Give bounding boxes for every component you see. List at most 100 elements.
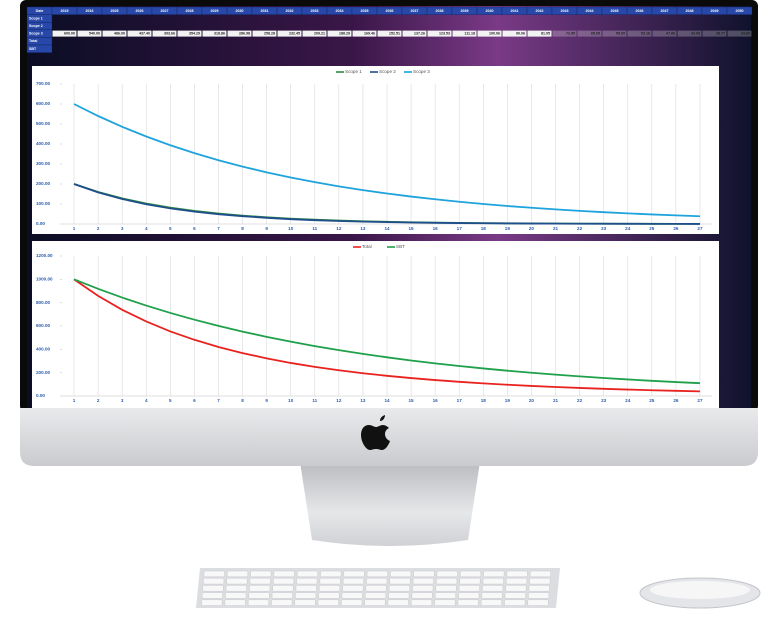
key <box>529 578 551 585</box>
key <box>319 585 340 592</box>
cell-text: 152.51 <box>389 32 400 36</box>
x-tick-label: 24 <box>625 226 631 231</box>
key <box>202 585 224 592</box>
cell <box>52 30 77 37</box>
key <box>319 578 341 585</box>
x-tick-label: 6 <box>193 226 196 231</box>
x-tick-label: 5 <box>169 226 172 231</box>
key <box>458 585 480 592</box>
x-tick-label: 21 <box>553 398 559 403</box>
x-tick-label: 11 <box>312 398 317 403</box>
x-tick-label: 10 <box>288 398 294 403</box>
key <box>389 585 410 592</box>
header-text: 2040 <box>486 9 494 13</box>
y-tick-label: 0.00 <box>36 221 45 226</box>
cell <box>377 30 402 37</box>
y-tick-label: 500.00 <box>36 121 50 126</box>
key <box>389 578 411 585</box>
header-text: 2049 <box>711 9 719 13</box>
cell <box>502 30 527 37</box>
cell-text: 169.46 <box>364 32 375 36</box>
key <box>250 570 272 578</box>
key <box>272 585 294 592</box>
x-tick-label: 5 <box>169 398 172 403</box>
row-label: Scope 2 <box>29 24 43 28</box>
row-label: Total <box>29 39 37 43</box>
key <box>459 578 481 585</box>
cell-text: 72.95 <box>566 32 575 36</box>
chart-panel <box>32 241 719 408</box>
key <box>436 578 458 585</box>
cell <box>77 30 102 37</box>
cell-text: 111.18 <box>464 32 475 36</box>
mouse-top <box>650 581 750 599</box>
key <box>387 599 409 606</box>
x-tick-label: 26 <box>673 398 679 403</box>
cell <box>552 30 577 37</box>
y-tick-label: 0.00 <box>36 393 45 398</box>
x-tick-label: 4 <box>145 226 148 231</box>
key <box>341 592 363 599</box>
x-tick-label: 19 <box>505 398 511 403</box>
cell <box>102 30 127 37</box>
cell <box>477 30 502 37</box>
key <box>528 592 550 599</box>
x-tick-label: 4 <box>145 398 148 403</box>
header-cell <box>726 6 753 15</box>
key <box>297 570 318 578</box>
key <box>273 570 295 578</box>
row-label-cell <box>26 44 53 53</box>
x-tick-label: 22 <box>577 226 583 231</box>
key <box>388 592 410 599</box>
x-tick-label: 22 <box>577 398 583 403</box>
header-text: 2015 <box>61 9 69 13</box>
key <box>482 578 504 585</box>
cell <box>152 30 177 37</box>
key <box>366 578 388 585</box>
x-tick-label: 7 <box>217 226 220 231</box>
cell-text: 81.05 <box>541 32 550 36</box>
key <box>365 592 386 599</box>
y-tick-label: 800.00 <box>36 300 50 305</box>
x-tick-label: 3 <box>121 226 124 231</box>
key <box>295 585 317 592</box>
x-tick-label: 14 <box>384 226 390 231</box>
x-tick-label: 14 <box>384 398 390 403</box>
legend-label: Total <box>362 244 372 249</box>
header-text: 2016 <box>86 9 94 13</box>
header-text: 2030 <box>236 9 244 13</box>
x-tick-label: 9 <box>265 398 268 403</box>
cell <box>702 30 727 37</box>
cell-text: 258.28 <box>264 32 275 36</box>
x-tick-label: 15 <box>409 398 415 403</box>
series-line <box>73 278 701 385</box>
cell <box>677 30 702 37</box>
key <box>320 570 342 578</box>
x-tick-label: 17 <box>457 398 463 403</box>
header-text: 2036 <box>386 9 394 13</box>
cell <box>227 30 252 37</box>
key <box>365 585 387 592</box>
x-tick-label: 21 <box>553 226 559 231</box>
cell-text: 486.00 <box>114 32 125 36</box>
cell <box>352 30 377 37</box>
cell <box>727 30 752 37</box>
x-tick-label: 1 <box>73 398 76 403</box>
header-text: 2047 <box>661 9 669 13</box>
key <box>226 578 248 585</box>
x-tick-label: 23 <box>601 398 607 403</box>
spreadsheet: Date 2015 2016 2025 2026 2027 2028 2029 2030 2031… <box>26 6 753 53</box>
key <box>318 592 340 599</box>
header-text: 2050 <box>736 9 744 13</box>
header-text: 2025 <box>111 9 119 13</box>
x-tick-label: 9 <box>265 226 268 231</box>
key <box>505 585 527 592</box>
x-tick-label: 11 <box>312 226 317 231</box>
key <box>411 599 432 606</box>
key <box>436 570 458 578</box>
x-tick-label: 13 <box>360 398 366 403</box>
key <box>483 570 505 578</box>
charts: 1 2 3 4 5 6 7 8 9 10 11 12 13 14 15 16 17 18 19 20 21 22 23 24 2… <box>36 69 712 403</box>
x-tick-label: 20 <box>529 226 535 231</box>
